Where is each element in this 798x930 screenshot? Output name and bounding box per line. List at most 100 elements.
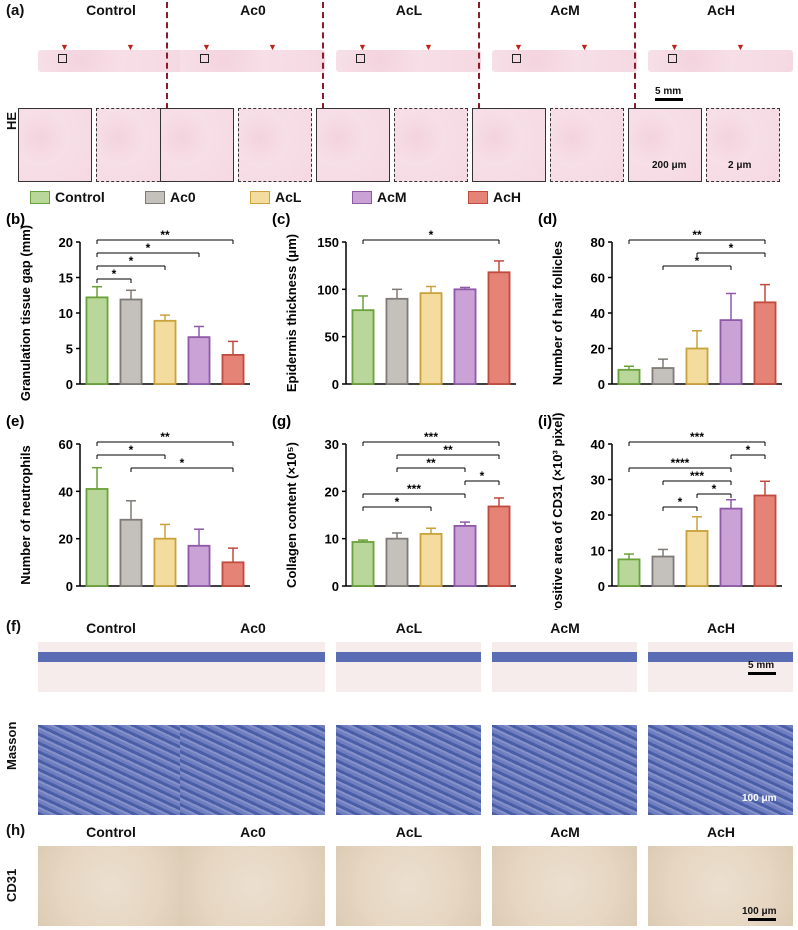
- row-label-cd31: CD31: [4, 868, 19, 902]
- marker-arrow-icon: ▼: [358, 42, 367, 52]
- row-label-masson: Masson: [4, 721, 19, 770]
- he-group-title: AcH: [706, 2, 735, 18]
- group-separator: [166, 2, 168, 180]
- legend-item: AcL: [250, 189, 301, 205]
- significance-bracket: [396, 467, 466, 472]
- cd31-image: [336, 846, 481, 926]
- panel-label: (i): [538, 413, 552, 430]
- y-axis-label: Epidermis thickness (μm): [284, 234, 299, 392]
- bar-Control: [617, 558, 641, 587]
- marker-arrow-icon: ▼: [580, 42, 589, 52]
- y-tick-label: 0: [332, 579, 339, 594]
- bar-Ac0: [651, 555, 675, 587]
- y-tick-label: 80: [591, 235, 605, 250]
- he-group-title: AcM: [550, 2, 580, 18]
- masson-group-title: Control: [86, 620, 136, 636]
- significance-bracket: [96, 239, 234, 244]
- bar-Ac0: [119, 518, 143, 587]
- y-tick-label: 10: [325, 532, 339, 547]
- y-tick-label: 10: [591, 544, 605, 559]
- y-tick-label: 20: [59, 235, 73, 250]
- chart-epidermis-thickness: (c) Epidermis thickness (μm) 0 50 100 150 *: [272, 211, 516, 392]
- scale-bar: [748, 672, 776, 675]
- significance-label: **: [692, 228, 702, 242]
- bar-AcL: [153, 537, 177, 587]
- legend-item: AcM: [352, 189, 407, 205]
- bar-Ac0: [119, 298, 143, 385]
- masson-zoom-image: [648, 725, 793, 815]
- significance-label: *: [180, 456, 185, 470]
- cd31-group-title: AcM: [550, 824, 580, 840]
- he-inset-high: [550, 108, 624, 182]
- panel-label: (g): [272, 413, 291, 430]
- group-separator: [478, 2, 480, 180]
- panel-label: (c): [272, 211, 290, 228]
- masson-tissue-band: [492, 652, 637, 662]
- row-label-he: HE: [4, 111, 19, 130]
- legend-swatch: [145, 190, 165, 204]
- cd31-group-title: Control: [86, 824, 136, 840]
- significance-label: *: [112, 267, 117, 281]
- significance-bracket: [96, 265, 166, 270]
- significance-bracket: [362, 441, 500, 446]
- significance-bracket: [696, 252, 766, 257]
- scale-label: 5 mm: [748, 660, 775, 671]
- significance-bracket: [396, 454, 500, 459]
- significance-bracket: [96, 278, 132, 283]
- y-tick-label: 60: [59, 437, 73, 452]
- significance-bracket: [730, 454, 766, 459]
- significance-bracket: [362, 493, 466, 498]
- bar-AcH: [221, 353, 245, 385]
- marker-arrow-icon: ▼: [514, 42, 523, 52]
- significance-bracket: [662, 506, 698, 511]
- he-inset-low: [316, 108, 390, 182]
- y-tick-label: 0: [332, 377, 339, 392]
- significance-bracket: [628, 467, 732, 472]
- significance-label: **: [160, 430, 170, 444]
- bar-AcL: [685, 530, 709, 587]
- significance-label: **: [160, 228, 170, 242]
- legend-label: AcM: [377, 189, 407, 205]
- significance-label: *: [129, 443, 134, 457]
- bar-Control: [351, 541, 375, 587]
- he-inset-high: [238, 108, 312, 182]
- legend-label: Control: [55, 189, 105, 205]
- legend-label: Ac0: [170, 189, 196, 205]
- significance-label: *: [429, 228, 434, 242]
- legend-label: AcL: [275, 189, 302, 205]
- significance-bracket: [628, 239, 766, 244]
- he-overview-image: [336, 50, 481, 72]
- cd31-group-title: Ac0: [240, 824, 266, 840]
- y-axis-label: Number of neutrophils: [18, 445, 33, 584]
- y-tick-label: 5: [66, 342, 73, 357]
- y-tick-label: 0: [598, 377, 605, 392]
- significance-label: ***: [407, 482, 421, 496]
- bar-AcM: [719, 507, 743, 587]
- panel-label: (b): [6, 211, 25, 228]
- masson-overview-image: [492, 642, 637, 692]
- legend-swatch: [352, 190, 372, 204]
- group-separator: [322, 2, 324, 180]
- zoom-box: [668, 54, 677, 63]
- panel-label: (d): [538, 211, 557, 228]
- he-overview-image: [492, 50, 637, 72]
- cd31-image: [180, 846, 325, 926]
- he-inset-high: [706, 108, 780, 182]
- marker-arrow-icon: ▼: [424, 42, 433, 52]
- cd31-group-title: AcH: [706, 824, 735, 840]
- he-inset-high: [394, 108, 468, 182]
- significance-label: ****: [671, 456, 690, 470]
- significance-label: *: [146, 241, 151, 255]
- bar-Control: [85, 488, 109, 587]
- scale-label: 5 mm: [655, 86, 682, 97]
- y-tick-label: 20: [591, 342, 605, 357]
- cd31-image: [492, 846, 637, 926]
- significance-bracket: [628, 441, 766, 446]
- he-inset-high: [96, 108, 170, 182]
- y-tick-label: 0: [598, 579, 605, 594]
- zoom-box: [200, 54, 209, 63]
- group-separator: [634, 2, 636, 180]
- masson-overview-image: [336, 642, 481, 692]
